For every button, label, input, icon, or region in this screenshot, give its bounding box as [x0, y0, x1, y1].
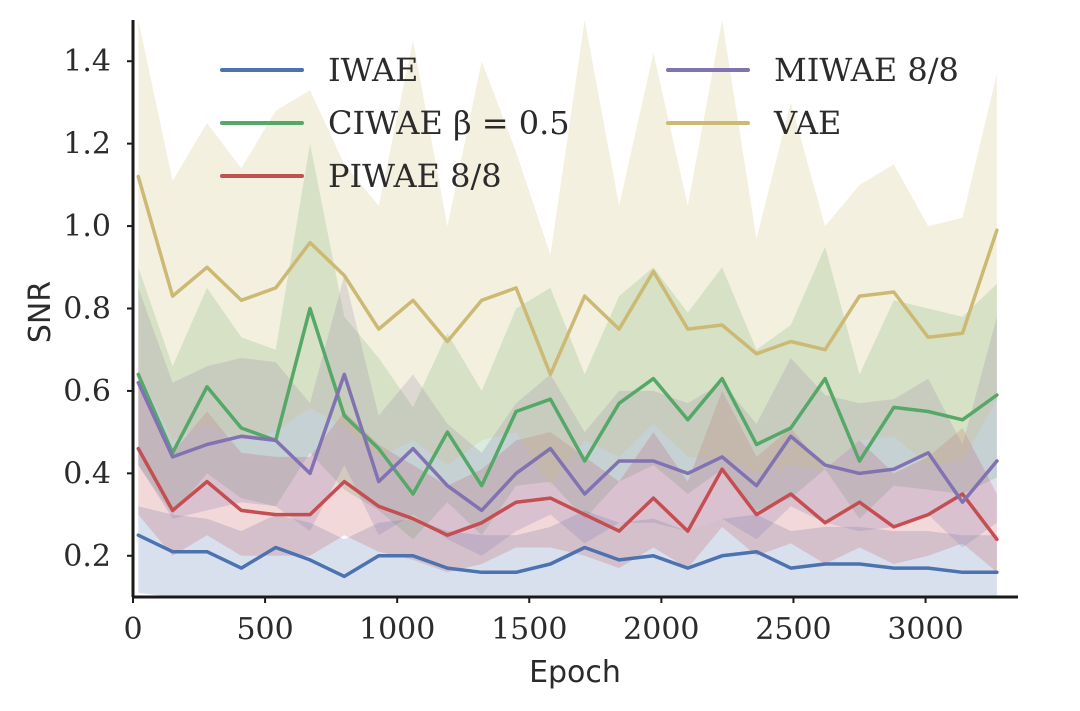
x-tick-label: 1000	[359, 612, 435, 647]
y-axis-label: SNR	[23, 281, 58, 343]
legend-item-ciwae-0-5: CIWAE β = 0.5	[220, 104, 570, 142]
legend-item-miwae-8-8: MIWAE 8/8	[666, 51, 959, 89]
y-tick-label: 0.8	[63, 292, 111, 327]
y-tick-label: 0.4	[63, 456, 111, 491]
y-tick-label: 0.2	[63, 539, 111, 574]
y-ticks: 0.2 0.4 0.6 0.8 1.0 1.2 1.4	[63, 44, 133, 574]
x-ticks: 0 500 1000 1500 2000 2500 3000	[123, 597, 964, 647]
y-tick-label: 0.6	[63, 374, 111, 409]
line-miwae-8-8	[136, 372, 999, 513]
series-lines	[136, 174, 999, 579]
y-tick-label: 1.2	[63, 127, 111, 162]
legend-label: VAE	[773, 104, 841, 142]
legend-label: MIWAE 8/8	[774, 51, 959, 89]
x-tick-label: 500	[236, 612, 293, 647]
x-tick-label: 3000	[887, 612, 963, 647]
band-vae	[138, 20, 997, 486]
legend-label: CIWAE β = 0.5	[328, 104, 570, 142]
x-tick-label: 0	[123, 612, 142, 647]
legend-label: PIWAE 8/8	[328, 157, 502, 195]
legend-item-piwae-8-8: PIWAE 8/8	[220, 157, 502, 195]
x-tick-label: 1500	[491, 612, 567, 647]
line-ciwae-0-5	[136, 306, 999, 496]
line-iwae	[136, 533, 999, 579]
legend: IWAE CIWAE β = 0.5 PIWAE 8/8 MIWAE 8/8 VAE	[220, 51, 959, 195]
line-vae	[136, 174, 999, 377]
y-tick-label: 1.4	[63, 44, 111, 79]
legend-item-iwae: IWAE	[220, 51, 418, 89]
line-piwae-8-8	[136, 446, 999, 542]
legend-label: IWAE	[328, 51, 418, 89]
x-tick-label: 2500	[755, 612, 831, 647]
legend-item-vae: VAE	[666, 104, 841, 142]
band-iwae	[138, 506, 997, 597]
band-miwae-8-8	[138, 275, 997, 556]
x-axis-label: Epoch	[529, 655, 621, 690]
y-tick-label: 1.0	[63, 209, 111, 244]
band-ciwae-0-5	[138, 143, 997, 540]
x-tick-label: 2000	[623, 612, 699, 647]
